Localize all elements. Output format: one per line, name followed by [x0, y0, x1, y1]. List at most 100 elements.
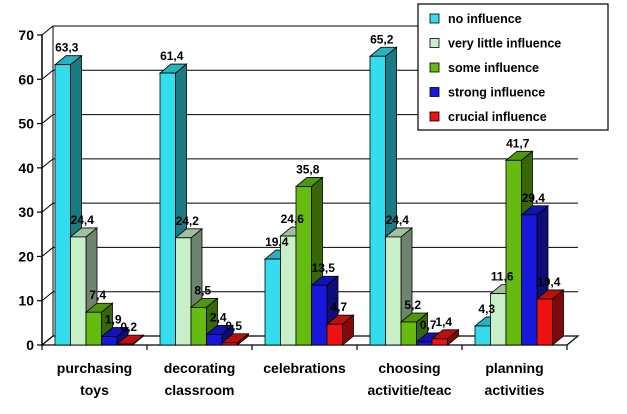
bar-front: [85, 311, 102, 346]
data-label: 7,4: [89, 288, 106, 302]
data-label: 19,4: [265, 235, 289, 249]
gridline-diag: [41, 202, 54, 213]
bar-front: [431, 338, 448, 346]
legend-item: crucial influence: [429, 110, 547, 124]
bar: [115, 334, 145, 346]
data-label: 8,5: [194, 283, 211, 297]
data-label: 2,4: [210, 310, 227, 324]
bars: [53, 46, 565, 346]
bar-front: [159, 72, 176, 346]
bar-front: [280, 235, 297, 346]
bar-front: [311, 284, 328, 346]
category-label: toys: [80, 382, 109, 398]
y-tick-label: 30: [18, 204, 34, 220]
bar-front: [369, 55, 386, 346]
bar-front: [400, 321, 417, 346]
legend-swatch: [429, 13, 440, 24]
x-axis-labels: purchasing toys decorating classroom celebra…: [57, 360, 545, 398]
data-label: 4,7: [330, 300, 347, 314]
bar-side: [552, 289, 564, 346]
legend-swatch: [429, 87, 440, 97]
legend: no influence very little influence some in…: [417, 3, 609, 131]
bar-front: [54, 64, 71, 346]
data-label: 41,7: [506, 136, 530, 150]
legend-box: [417, 3, 609, 131]
bar-front: [264, 258, 281, 346]
y-tick-label: 20: [18, 248, 34, 264]
category-label: decorating: [164, 360, 236, 376]
legend-label: very little influence: [448, 37, 561, 51]
bar: [430, 328, 460, 346]
bar-front: [101, 336, 118, 346]
gridline-diag: [41, 25, 54, 36]
data-labels: 63,3 24,4 7,4 1,90,2 61,4 24,2 8,5 2,40,5 19,4 24…: [55, 32, 561, 334]
legend-swatch: [429, 111, 440, 122]
legend-swatch: [429, 38, 440, 48]
data-label: 4,3: [478, 302, 495, 316]
category-label: classroom: [164, 382, 234, 398]
legend-label: no influence: [448, 12, 522, 26]
y-tick-label: 60: [18, 71, 34, 87]
category-label: purchasing: [57, 360, 132, 376]
bar-front: [416, 341, 433, 346]
data-label: 24,6: [281, 212, 305, 226]
bar: [535, 289, 565, 346]
data-label: 11,6: [491, 270, 514, 284]
data-label: 24,4: [386, 213, 410, 227]
category-label: choosing: [378, 360, 440, 376]
data-label: 0,5: [225, 319, 242, 333]
y-tick-label: 50: [18, 116, 34, 132]
data-label: 13,5: [312, 261, 336, 275]
y-tick-label: 0: [26, 337, 34, 353]
bar-front: [536, 298, 553, 346]
category-label: activities: [485, 382, 545, 398]
data-label: 35,8: [296, 162, 320, 176]
data-label: 29,4: [522, 191, 546, 205]
legend-item: strong influence: [429, 86, 545, 100]
legend-item: no influence: [429, 12, 522, 26]
bar: [325, 314, 355, 346]
bar-front: [206, 333, 223, 346]
bar-front: [116, 343, 133, 346]
gridline-diag: [41, 291, 54, 302]
y-tick-label: 10: [18, 293, 34, 309]
y-tick-label: 40: [18, 160, 34, 176]
bar-front: [521, 214, 538, 346]
data-label: 61,4: [160, 49, 184, 63]
data-label: 10,4: [537, 275, 561, 289]
gridline-diag: [41, 114, 54, 124]
category-label: planning: [485, 360, 543, 376]
gridline-diag: [41, 69, 54, 80]
bar-front: [326, 323, 343, 346]
category-label: activitie/teac: [367, 382, 451, 398]
data-label: 1,9: [105, 313, 122, 327]
data-label: 65,2: [370, 32, 394, 46]
bar-front: [385, 236, 402, 346]
category-label: celebrations: [263, 360, 346, 376]
legend-item: some influence: [429, 61, 539, 75]
bar-front: [221, 342, 238, 346]
bar-front: [175, 237, 192, 346]
data-label: 0,7: [420, 318, 437, 332]
data-label: 24,2: [176, 214, 200, 228]
y-tick-label: 70: [18, 27, 34, 43]
data-label: 0,2: [120, 320, 137, 334]
legend-swatch: [429, 62, 440, 73]
legend-label: crucial influence: [448, 110, 547, 124]
legend-item: very little influence: [429, 37, 561, 51]
data-label: 24,4: [71, 213, 95, 227]
gridline-diag: [41, 247, 54, 257]
bar-front: [474, 325, 491, 346]
legend-label: some influence: [448, 61, 539, 75]
data-label: 5,2: [404, 298, 421, 312]
data-label: 63,3: [55, 41, 79, 55]
bar: [220, 332, 250, 346]
data-label: 1,4: [435, 315, 452, 329]
gridline-diag: [41, 158, 54, 169]
bar-front: [295, 186, 312, 346]
bar-front: [505, 159, 522, 346]
bar: [384, 227, 414, 346]
bar-front: [190, 306, 207, 346]
